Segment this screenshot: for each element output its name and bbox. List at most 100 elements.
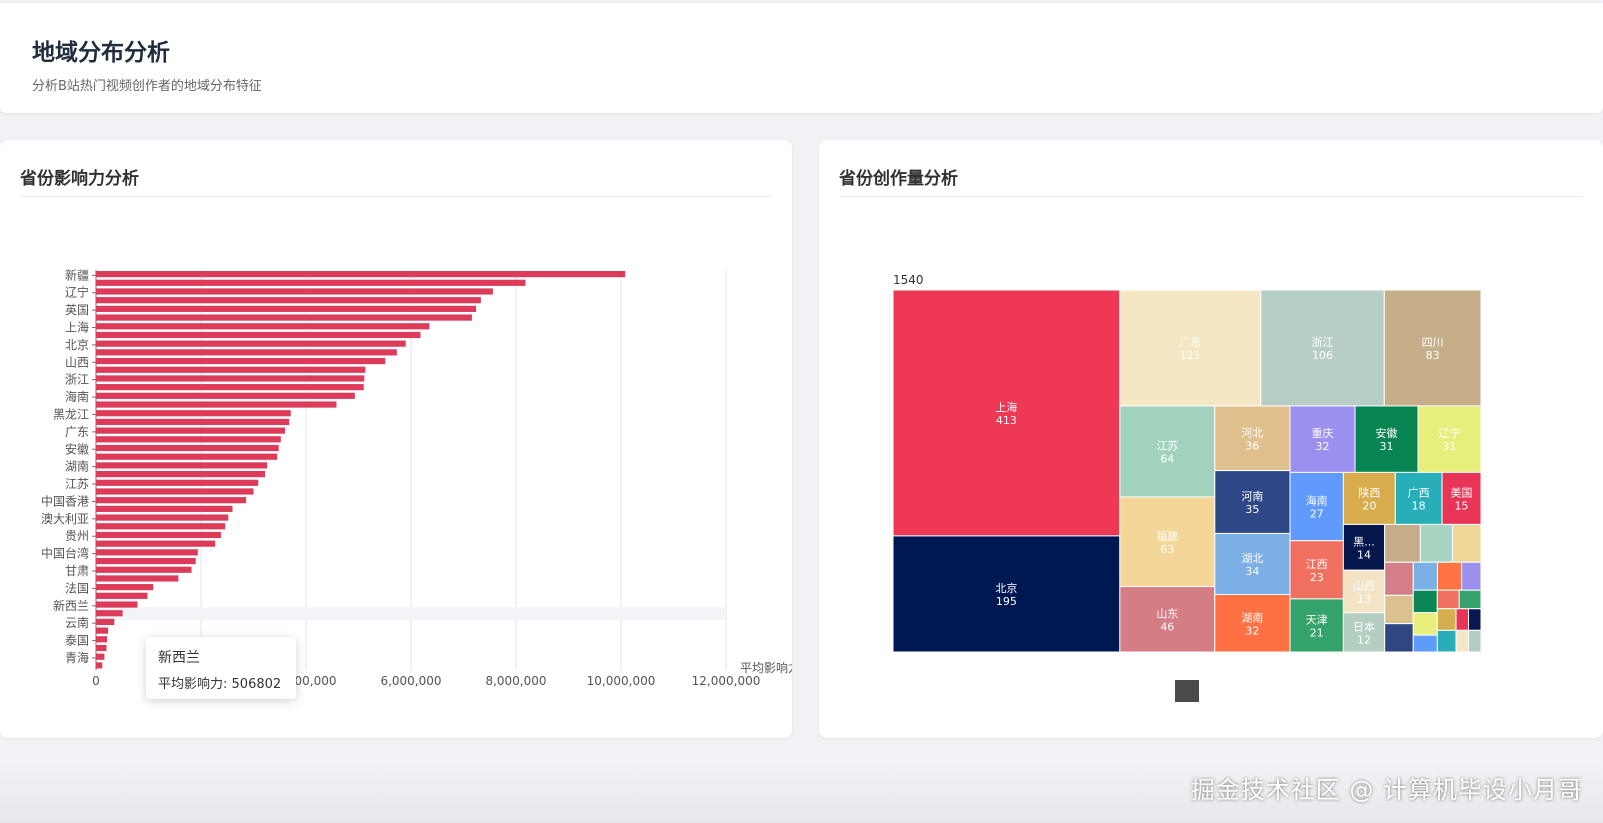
treemap-cell-name: 江苏	[1156, 439, 1178, 452]
treemap-cell-value: 63	[1160, 543, 1174, 556]
tooltip-name: 新西兰	[158, 650, 200, 666]
treemap-cell-value: 32	[1316, 440, 1330, 453]
y-tick-label: 甘肃	[65, 564, 89, 578]
panel-divider	[839, 196, 1583, 197]
treemap-cell	[1354, 405, 1419, 473]
treemap-cell-value: 32	[1245, 624, 1259, 637]
treemap-cell-value: 20	[1362, 499, 1376, 512]
bar	[96, 488, 254, 495]
treemap-cell	[1119, 586, 1216, 653]
bar	[96, 497, 247, 504]
treemap-cell	[1383, 289, 1482, 407]
y-tick-label: 泰国	[65, 634, 89, 648]
treemap-cell-value: 13	[1357, 592, 1371, 605]
treemap-cell	[1289, 471, 1344, 542]
treemap-cell	[1461, 561, 1482, 591]
y-tick-label: 上海	[65, 320, 89, 335]
treemap-cell-name: 福建	[1156, 529, 1178, 543]
treemap-cell	[1436, 561, 1463, 591]
treemap-total-label: 1540	[893, 273, 924, 287]
bar	[96, 297, 481, 304]
treemap-cell-value: 31	[1443, 440, 1457, 453]
y-tick-label: 青海	[65, 650, 89, 665]
tooltip-label: 平均影响力:	[158, 677, 228, 692]
page-title: 地域分布分析	[32, 40, 170, 66]
treemap-cell	[1412, 634, 1438, 653]
treemap-cell-value: 106	[1312, 349, 1333, 362]
treemap-breadcrumb	[1175, 680, 1199, 702]
treemap-cell	[1119, 405, 1216, 498]
treemap-cell-name: 河南	[1241, 490, 1263, 503]
province-creation-panel: 省份创作量分析 1540 上海 413 北京 195 广东 121 浙江 106 四川 83 江苏 64…	[819, 140, 1603, 738]
bar	[96, 375, 365, 382]
y-tick-label: 广东	[65, 425, 89, 439]
y-tick-label: 山西	[65, 355, 89, 369]
x-tick-label: 12,000,000	[692, 674, 761, 688]
treemap-cell-value: 18	[1412, 499, 1426, 512]
treemap-cell	[1412, 612, 1438, 636]
treemap-cell	[1289, 598, 1344, 653]
y-tick-label: 中国台湾	[41, 546, 89, 561]
y-tick-label: 江苏	[65, 477, 89, 491]
watermark: 掘金技术社区 @ 计算机毕设小月哥	[1190, 776, 1583, 804]
treemap-cell	[1119, 496, 1216, 588]
treemap-cell-name: 广西	[1408, 486, 1430, 499]
treemap-cell-value: 83	[1426, 349, 1440, 362]
treemap-cell-name: 四川	[1422, 336, 1444, 349]
page-subtitle: 分析B站热门视频创作者的地域分布特征	[32, 79, 262, 94]
bar	[96, 540, 216, 547]
treemap-cell	[1384, 523, 1421, 563]
bar	[96, 436, 281, 443]
bar	[96, 549, 198, 556]
treemap-cell	[1455, 608, 1470, 631]
treemap-cell-name: 河北	[1241, 426, 1263, 439]
bar	[96, 444, 279, 452]
treemap-cell-name: 湖北	[1241, 552, 1263, 565]
bar	[96, 653, 105, 660]
y-tick-label: 贵州	[65, 529, 89, 543]
tooltip-value: 506802	[231, 677, 282, 692]
bar	[96, 557, 196, 565]
bar	[96, 340, 406, 347]
x-axis-name: 平均影响力	[740, 660, 792, 675]
treemap-cell-name: 美国	[1451, 486, 1473, 499]
bar	[96, 644, 107, 652]
bar	[96, 288, 493, 295]
treemap-cell	[1468, 608, 1482, 631]
y-tick-label: 法国	[65, 581, 89, 595]
bar	[96, 384, 364, 391]
treemap-cell-value: 413	[996, 414, 1017, 427]
treemap-cell	[1260, 289, 1385, 407]
hover-band	[96, 607, 726, 620]
bar	[96, 357, 386, 365]
treemap-cell-name: 辽宁	[1439, 426, 1461, 440]
bar	[96, 575, 179, 582]
treemap-cell-value: 31	[1380, 440, 1394, 453]
treemap-cell-name: 日本	[1353, 619, 1375, 633]
bar	[96, 636, 108, 643]
treemap-cell	[1451, 523, 1482, 563]
treemap-cell	[1468, 629, 1482, 653]
treemap-cell-name: 北京	[995, 581, 1017, 595]
treemap-cell-value: 121	[1180, 349, 1201, 362]
treemap-cell-value: 21	[1310, 626, 1324, 639]
treemap-cell	[1412, 561, 1438, 591]
bar	[96, 314, 472, 321]
bar	[96, 618, 115, 626]
province-influence-panel: 省份影响力分析 02,000,0004,000,0006,000,0008,00…	[0, 140, 792, 738]
treemap-cell-name: 江西	[1306, 558, 1328, 571]
treemap-cell-value: 195	[996, 595, 1017, 608]
treemap-cell-value: 12	[1357, 633, 1371, 646]
bar	[96, 271, 626, 278]
bar	[96, 514, 229, 521]
bar	[96, 392, 355, 399]
y-tick-label: 辽宁	[65, 285, 89, 300]
influence-bar-chart[interactable]: 02,000,0004,000,0006,000,0008,000,00010,…	[0, 140, 792, 738]
treemap-cell-name: 山东	[1156, 607, 1178, 620]
bar	[96, 349, 397, 356]
x-tick-label: 10,000,000	[587, 674, 656, 688]
bar	[96, 323, 430, 330]
bar	[96, 479, 259, 486]
bar	[96, 366, 366, 373]
